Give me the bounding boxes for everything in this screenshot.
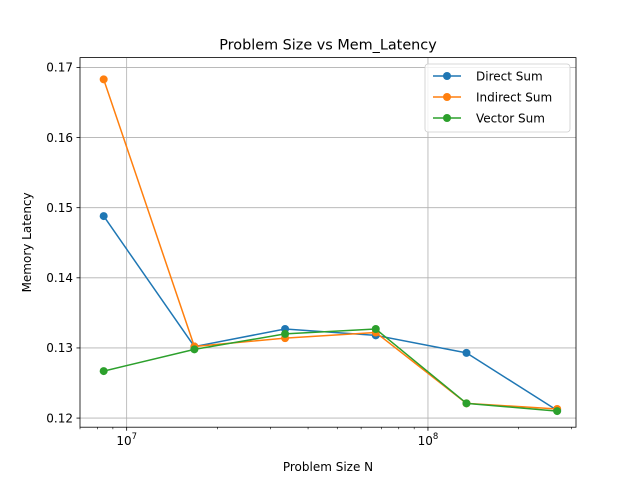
data-point [99, 367, 108, 376]
data-point [281, 329, 290, 338]
x-tick-exponent: 7 [132, 432, 137, 442]
x-tick-exponent: 8 [433, 432, 438, 442]
legend-item: Indirect Sum [433, 90, 552, 104]
y-tick-label: 0.12 [46, 411, 73, 425]
data-point [190, 345, 199, 354]
legend-item: Vector Sum [433, 111, 545, 125]
series-line [103, 215, 558, 412]
legend-label: Indirect Sum [476, 90, 552, 104]
plot-frame [79, 57, 577, 428]
legend-marker [443, 72, 451, 80]
data-point [371, 325, 380, 334]
data-point [99, 75, 108, 84]
y-tick-label: 0.13 [46, 341, 73, 355]
data-point [553, 407, 562, 416]
y-tick-label: 0.15 [46, 201, 73, 215]
legend-label: Direct Sum [476, 69, 543, 83]
legend-label: Vector Sum [476, 111, 545, 125]
x-tick-label: 107 [116, 432, 137, 448]
legend-item: Direct Sum [433, 69, 543, 83]
x-axis-title: Problem Size N [283, 460, 373, 474]
x-tick-label: 108 [418, 432, 439, 448]
legend: Direct Sum Indirect Sum Vector Sum [424, 63, 571, 133]
series-direct-sum [99, 212, 562, 415]
data-point [462, 348, 471, 357]
data-point [462, 399, 471, 408]
y-tick-label: 0.14 [46, 271, 73, 285]
y-axis-title: Memory Latency [20, 192, 34, 292]
grid [80, 57, 576, 428]
legend-box [424, 63, 571, 133]
series-vector-sum [99, 325, 562, 416]
series-lines [99, 75, 562, 416]
y-tick-label: 0.16 [46, 131, 73, 145]
legend-marker [443, 114, 451, 122]
legend-marker [443, 93, 451, 101]
x-tick-base: 10 [116, 434, 131, 448]
y-tick-label: 0.17 [46, 61, 73, 75]
series-line [103, 328, 558, 412]
x-tick-base: 10 [418, 434, 433, 448]
data-point [99, 212, 108, 221]
chart-title: Problem Size vs Mem_Latency [219, 38, 437, 54]
